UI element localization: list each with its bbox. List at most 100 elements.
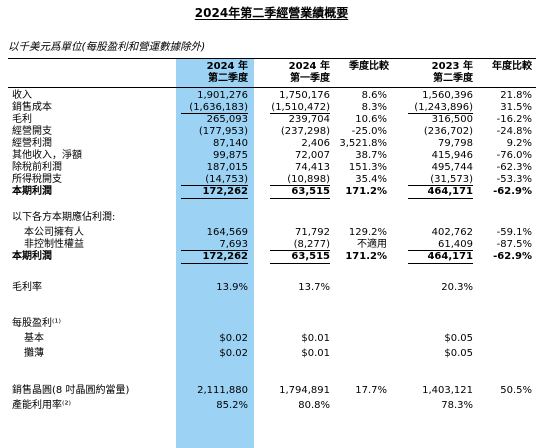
cell-c5: -62.9% [493,251,532,262]
cell-c2: (10,898) [287,174,330,185]
cell-c3: 129.2% [348,227,387,238]
cell-c3: 38.7% [355,150,387,161]
column-rule [181,185,248,186]
row-label: 經營利潤 [12,138,52,149]
cell-c3: 151.3% [348,162,387,173]
row-label: 以下各方本期應佔利潤: [12,212,116,223]
cell-c3: 171.2% [345,186,387,197]
cell-c3: 3,521.8% [339,138,387,149]
row-label: 收入 [12,90,32,101]
column-rule [408,250,473,251]
cell-c4: 415,946 [431,150,473,161]
cell-c1: $0.02 [219,348,248,359]
cell-c4: 495,744 [431,162,473,173]
cell-c1: 99,875 [213,150,248,161]
column-rule [408,113,473,114]
header-separator [8,87,536,88]
cell-c5: -16.2% [496,114,532,125]
cell-c2: 72,007 [295,150,330,161]
cell-c1: 87,140 [213,138,248,149]
cell-c5: 31.5% [500,102,532,113]
cell-c3: 171.2% [345,251,387,262]
header-2024q1-year: 2024 年 [288,61,330,72]
cell-c1: 172,262 [202,186,248,197]
cell-c5: -76.0% [496,150,532,161]
cell-c1: 187,015 [206,162,248,173]
cell-c1: (1,636,183) [189,102,248,113]
cell-c2: 13.7% [298,282,330,293]
page-title: 2024年第二季經營業績概要 [194,6,349,20]
row-label: 銷售晶圓(8 吋晶圓約當量) [12,385,130,396]
cell-c5: 21.8% [500,90,532,101]
cell-c1: 172,262 [202,251,248,262]
row-label: 本期利潤 [12,251,52,262]
cell-c3: 35.4% [355,174,387,185]
column-rule [181,263,248,264]
cell-c2: 63,515 [291,186,330,197]
cell-c1: (14,753) [205,174,248,185]
cell-c5: -62.3% [496,162,532,173]
cell-c4: 79,798 [438,138,473,149]
cell-c1: 7,693 [219,239,248,250]
cell-c5: -87.5% [496,239,532,250]
cell-c2: 74,413 [295,162,330,173]
header-qoq: 季度比較 [349,61,389,72]
cell-c2: (8,277) [293,239,330,250]
cell-c3: 8.6% [361,90,387,101]
row-label: 基本 [24,333,44,344]
cell-c4: 61,409 [438,239,473,250]
header-2024q2-year: 2024 年 [206,61,248,72]
header-2023q2-quarter: 第二季度 [433,73,473,84]
column-rule [408,198,473,199]
cell-c2: (1,510,472) [271,102,330,113]
cell-c4: 1,560,396 [422,90,473,101]
cell-c5: -53.3% [496,174,532,185]
cell-c4: $0.05 [444,333,473,344]
cell-c1: 13.9% [216,282,248,293]
cell-c3: 不適用 [357,239,387,250]
cell-c1: 1,901,276 [197,90,248,101]
header-yoy: 年度比較 [492,61,532,72]
cell-c2: 63,515 [291,251,330,262]
cell-c2: 1,794,891 [279,385,330,396]
cell-c5: 9.2% [506,138,532,149]
column-rule [270,113,330,114]
column-rule [408,263,473,264]
row-label: 毛利率 [12,282,42,293]
column-rule [270,263,330,264]
cell-c4: (236,702) [423,126,473,137]
column-rule [181,250,248,251]
table-top-border [8,58,536,59]
column-rule [270,198,330,199]
column-rule [270,250,330,251]
cell-c2: 1,750,176 [279,90,330,101]
row-label: 本期利潤 [12,186,52,197]
header-2024q1-quarter: 第一季度 [290,73,330,84]
cell-c4: 78.3% [441,400,473,411]
header-2024q2-quarter: 第二季度 [208,73,248,84]
cell-c4: 464,171 [427,186,473,197]
cell-c5: -24.8% [496,126,532,137]
row-label: 經營開支 [12,126,52,137]
current-quarter-highlight [176,58,254,448]
row-label: 每股盈利⁽¹⁾ [12,318,61,329]
table-subtitle: 以千美元爲單位(每股盈利和營運數據除外) [8,41,206,53]
row-label: 除稅前利潤 [12,162,62,173]
cell-c1: $0.02 [219,333,248,344]
row-label: 非控制性權益 [24,239,84,250]
column-rule [181,198,248,199]
cell-c1: (177,953) [198,126,248,137]
cell-c4: 402,762 [431,227,473,238]
cell-c3: 17.7% [355,385,387,396]
cell-c4: 20.3% [441,282,473,293]
cell-c2: 2,406 [301,138,330,149]
row-label: 銷售成本 [12,102,52,113]
column-rule [270,185,330,186]
column-rule [408,185,473,186]
cell-c2: (237,298) [280,126,330,137]
cell-c2: 71,792 [295,227,330,238]
cell-c3: 8.3% [361,102,387,113]
cell-c5: 50.5% [500,385,532,396]
cell-c4: 1,403,121 [422,385,473,396]
cell-c1: 2,111,880 [197,385,248,396]
